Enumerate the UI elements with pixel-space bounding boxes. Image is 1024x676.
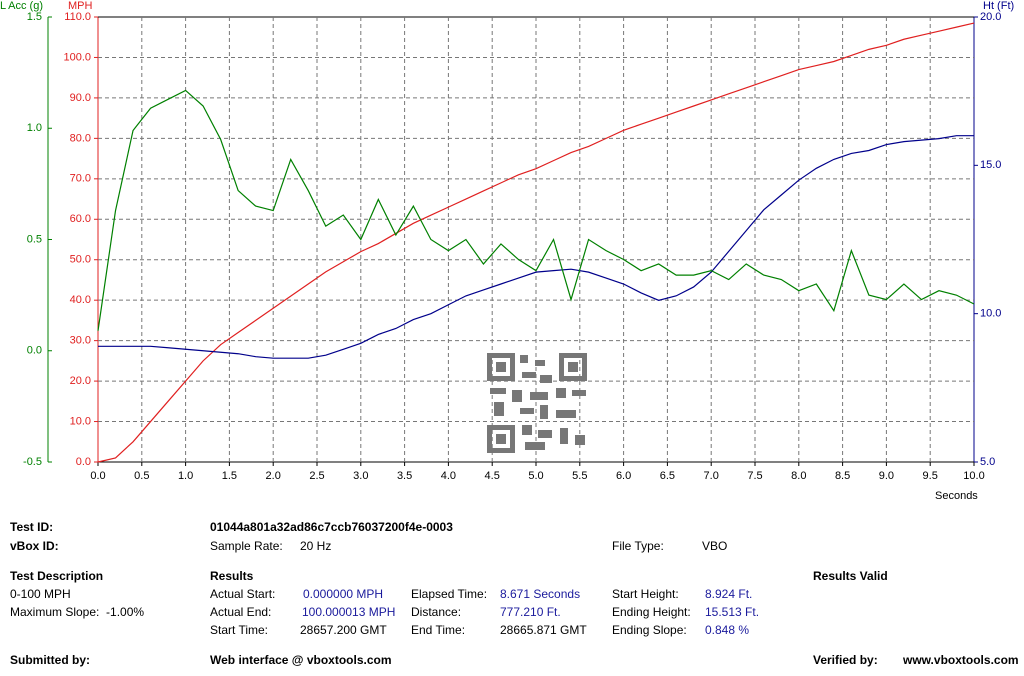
x-tick-label: 7.5	[747, 470, 762, 482]
section-heading: Results	[210, 569, 254, 583]
y-tick-label: 70.0	[70, 173, 91, 185]
section-heading: Results Valid	[813, 569, 888, 583]
y-tick-label: 80.0	[70, 132, 91, 144]
x-tick-label: 3.5	[397, 470, 412, 482]
y-axis-label: MPH	[68, 0, 93, 12]
x-tick-label: 9.5	[923, 470, 938, 482]
x-tick-label: 3.0	[353, 470, 368, 482]
y-tick-label: 60.0	[70, 213, 91, 225]
field-label: End Time:	[411, 623, 465, 637]
field-label: Start Time:	[210, 623, 268, 637]
y-tick-label: 110.0	[64, 11, 91, 23]
field-label: Distance:	[411, 605, 461, 619]
footer-text: Web interface @ vboxtools.com	[210, 653, 392, 667]
field-value: 8.924 Ft.	[705, 587, 752, 601]
y-tick-label: 20.0	[70, 375, 91, 387]
y-tick-label: 10.0	[70, 415, 91, 427]
x-tick-label: 7.0	[704, 470, 719, 482]
x-tick-label: 2.0	[266, 470, 281, 482]
x-tick-label: 5.0	[528, 470, 543, 482]
footer-text: www.vboxtools.com	[902, 653, 1019, 667]
field-value: 28657.200 GMT	[300, 623, 387, 637]
report: Test ID: 01044a801a32ad86c7ccb76037200f4…	[10, 520, 1019, 667]
x-tick-label: 2.5	[309, 470, 324, 482]
y2-tick-label: 10.0	[980, 308, 1001, 320]
qr-code	[487, 353, 587, 453]
y3-tick-label: 0.5	[27, 233, 42, 245]
y2-tick-label: 15.0	[980, 159, 1001, 171]
field-value: 0-100 MPH	[10, 587, 71, 601]
x-tick-label: 0.0	[90, 470, 105, 482]
y3-tick-label: 1.0	[27, 122, 42, 134]
field-value: Maximum Slope: -1.00%	[10, 605, 144, 619]
field-value: 0.848 %	[705, 623, 749, 637]
y-tick-label: 100.0	[63, 51, 91, 63]
x-tick-label: 1.5	[222, 470, 237, 482]
y-tick-label: 30.0	[70, 335, 91, 347]
y2-tick-label: 20.0	[980, 11, 1001, 23]
field-label: Submitted by:	[10, 653, 90, 667]
section-heading: Test Description	[10, 569, 103, 583]
series-line	[97, 22, 975, 463]
field-value: 777.210 Ft.	[500, 605, 561, 619]
y-tick-label: 40.0	[70, 294, 91, 306]
x-tick-label: 8.0	[791, 470, 806, 482]
field-value: 100.000013 MPH	[302, 605, 395, 619]
x-tick-label: 8.5	[835, 470, 850, 482]
x-tick-label: 6.5	[660, 470, 675, 482]
field-value: 20 Hz	[300, 539, 331, 553]
y-tick-label: 0.0	[76, 456, 91, 468]
y3-tick-label: -0.5	[23, 456, 42, 468]
field-value: VBO	[702, 539, 727, 553]
field-label: Start Height:	[612, 587, 679, 601]
y-tick-label: 90.0	[70, 92, 91, 104]
series-line	[98, 135, 974, 359]
series-line	[97, 89, 975, 331]
field-label: File Type:	[612, 539, 664, 553]
field-label: Ending Slope:	[612, 623, 687, 637]
field-label: Actual Start:	[210, 587, 275, 601]
x-axis-label: Seconds	[935, 490, 978, 502]
x-tick-label: 4.0	[441, 470, 456, 482]
x-tick-label: 10.0	[963, 470, 984, 482]
field-label: Ending Height:	[612, 605, 691, 619]
field-label: vBox ID:	[10, 539, 59, 553]
field-value: 8.671 Seconds	[500, 587, 580, 601]
field-label: Verified by:	[813, 653, 878, 667]
field-label: Sample Rate:	[210, 539, 283, 553]
x-tick-label: 0.5	[134, 470, 149, 482]
y3-tick-label: 0.0	[27, 345, 42, 357]
x-tick-label: 5.5	[572, 470, 587, 482]
y3-tick-label: 1.5	[27, 11, 42, 23]
y3-axis-label: L Acc (g)	[0, 0, 43, 12]
field-value: 15.513 Ft.	[705, 605, 759, 619]
y2-axis-label: Ht (Ft)	[983, 0, 1014, 12]
x-tick-label: 9.0	[879, 470, 894, 482]
field-value: 28665.871 GMT	[500, 623, 587, 637]
x-tick-label: 6.0	[616, 470, 631, 482]
field-label: Elapsed Time:	[411, 587, 487, 601]
y2-tick-label: 5.0	[980, 456, 995, 468]
y-tick-label: 50.0	[70, 254, 91, 266]
field-label: Actual End:	[210, 605, 271, 619]
field-label: Test ID:	[10, 520, 53, 534]
field-value: 0.000000 MPH	[303, 587, 383, 601]
x-tick-label: 1.0	[178, 470, 193, 482]
field-value: 01044a801a32ad86c7ccb76037200f4e-0003	[210, 520, 453, 534]
x-tick-label: 4.5	[485, 470, 500, 482]
